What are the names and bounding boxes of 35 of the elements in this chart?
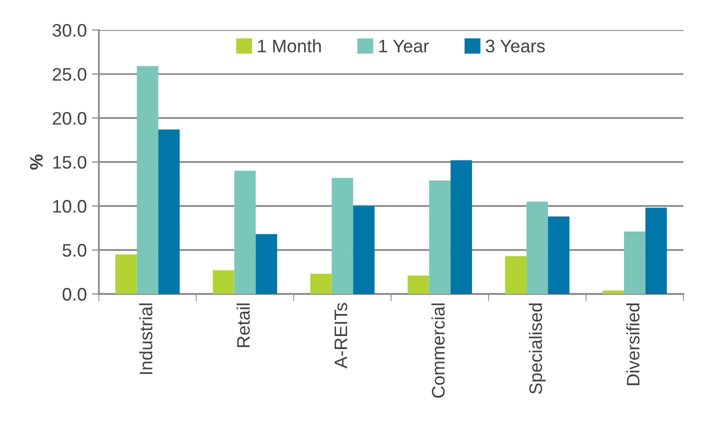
bar <box>332 178 354 294</box>
bar <box>158 129 180 294</box>
legend-label: 1 Month <box>258 39 321 52</box>
bar <box>115 254 137 294</box>
bar <box>450 160 472 294</box>
bar <box>505 256 527 294</box>
x-tick-label: Specialised <box>528 303 546 394</box>
y-tick-label: 25.0 <box>52 68 86 81</box>
bar <box>645 208 667 294</box>
bar <box>624 232 646 294</box>
bar <box>234 170 256 294</box>
y-tick-label: 30.0 <box>52 24 86 37</box>
bar <box>310 274 332 294</box>
bar <box>526 202 548 294</box>
x-tick-label: Diversified <box>626 303 640 386</box>
y-tick-label: 20.0 <box>52 112 86 125</box>
y-tick-label: 15.0 <box>53 156 86 169</box>
x-tick-label: Commercial <box>431 304 445 398</box>
bar <box>602 290 624 294</box>
y-tick-label: 5.0 <box>62 244 86 257</box>
bar <box>429 180 451 294</box>
y-tick-label: 0.0 <box>62 288 86 301</box>
y-tick-label: 10.0 <box>53 200 86 213</box>
bar <box>353 206 375 294</box>
y-axis-title: % <box>30 154 43 170</box>
x-tick-label: A-REITs <box>334 302 348 368</box>
legend-label: 1 Year <box>379 40 429 52</box>
bar <box>408 276 430 294</box>
bar <box>136 66 158 294</box>
bar <box>256 234 278 294</box>
bar <box>548 216 570 294</box>
legend-label: 3 Years <box>486 40 545 52</box>
x-tick-label: Industrial <box>139 304 152 374</box>
bar <box>212 270 234 294</box>
x-tick-label: Retail <box>236 304 250 347</box>
